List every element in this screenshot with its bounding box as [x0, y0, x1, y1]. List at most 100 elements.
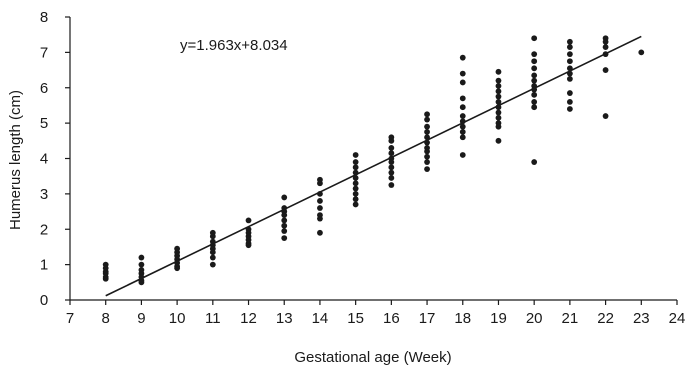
data-point: [424, 129, 430, 135]
data-point: [424, 116, 430, 123]
data-point: [209, 254, 216, 261]
x-tick-label: 22: [597, 310, 614, 327]
data-point: [495, 109, 502, 116]
data-point: [495, 123, 502, 130]
data-point: [352, 190, 359, 197]
data-point: [388, 159, 395, 165]
x-tick-label: 16: [383, 310, 400, 327]
data-point: [531, 104, 538, 111]
x-tick-label: 10: [169, 310, 186, 327]
data-point: [388, 144, 395, 151]
data-point: [531, 58, 538, 65]
data-point: [317, 229, 323, 236]
data-point: [495, 68, 502, 75]
data-point: [245, 217, 252, 224]
data-point: [388, 182, 395, 188]
y-axis-ticks: 0 1 2 3 4 5 6 7 8: [40, 9, 70, 309]
data-point: [424, 111, 430, 118]
data-point: [388, 137, 395, 144]
data-point: [531, 35, 538, 42]
data-point: [424, 166, 430, 173]
data-point: [566, 44, 573, 50]
data-point: [566, 38, 573, 45]
data-point: [459, 134, 466, 141]
data-point: [424, 148, 430, 155]
data-point: [388, 169, 395, 176]
data-point: [495, 93, 502, 100]
data-point: [138, 279, 145, 286]
data-point: [138, 261, 145, 268]
data-point: [602, 38, 609, 45]
data-point: [459, 113, 466, 119]
y-tick-label: 0: [40, 292, 48, 309]
data-point: [531, 65, 538, 72]
data-point: [352, 159, 359, 165]
data-point: [281, 235, 288, 241]
data-point: [459, 123, 466, 130]
data-point: [602, 44, 609, 50]
x-axis-title: Gestational age (Week): [294, 349, 451, 366]
data-point: [495, 77, 502, 84]
data-point: [459, 70, 466, 77]
x-tick-label: 7: [66, 310, 74, 327]
data-point: [388, 175, 395, 181]
data-point: [495, 88, 502, 95]
y-tick-label: 6: [40, 80, 48, 97]
y-tick-label: 1: [40, 257, 48, 274]
data-point: [459, 152, 466, 158]
x-tick-label: 23: [633, 310, 650, 327]
data-point: [566, 90, 573, 96]
data-point: [495, 83, 502, 89]
data-point: [209, 233, 216, 240]
data-point: [352, 175, 359, 181]
y-tick-label: 5: [40, 115, 48, 132]
x-tick-label: 15: [347, 310, 364, 327]
data-point: [602, 113, 609, 119]
x-tick-label: 14: [312, 310, 329, 327]
data-point: [531, 99, 538, 105]
y-tick-label: 3: [40, 186, 48, 203]
data-point: [495, 114, 502, 121]
x-tick-label: 12: [240, 310, 257, 327]
x-tick-label: 8: [102, 310, 110, 327]
data-point: [317, 180, 323, 187]
data-point: [102, 275, 109, 282]
y-tick-label: 2: [40, 221, 48, 238]
x-tick-label: 17: [419, 310, 436, 327]
y-tick-label: 4: [40, 151, 48, 168]
data-point: [281, 222, 288, 229]
data-point: [388, 164, 395, 171]
data-point: [281, 194, 288, 201]
data-point: [531, 91, 538, 98]
data-point: [352, 196, 359, 203]
data-point: [209, 261, 216, 268]
data-point: [566, 106, 573, 112]
data-point: [281, 228, 288, 234]
data-point: [352, 152, 359, 158]
data-point: [531, 77, 538, 84]
data-point: [424, 153, 430, 160]
data-point: [459, 54, 466, 61]
x-tick-label: 21: [562, 310, 579, 327]
data-point: [602, 67, 609, 73]
y-axis-title: Humerus length (cm): [7, 90, 24, 230]
x-tick-label: 19: [490, 310, 507, 327]
x-tick-label: 9: [137, 310, 145, 327]
data-point: [281, 212, 288, 219]
regression-equation: y=1.963x+8.034: [180, 37, 288, 54]
data-point: [495, 99, 502, 105]
data-point: [388, 150, 395, 157]
data-point: [566, 58, 573, 65]
data-point: [138, 254, 145, 261]
data-point: [209, 249, 216, 256]
data-point: [459, 79, 466, 86]
data-point: [352, 185, 359, 192]
data-point: [495, 137, 502, 144]
data-point: [317, 198, 323, 204]
data-point: [424, 159, 430, 165]
data-point: [352, 180, 359, 187]
data-point: [317, 205, 323, 211]
data-point: [424, 123, 430, 130]
data-points: [102, 35, 645, 286]
